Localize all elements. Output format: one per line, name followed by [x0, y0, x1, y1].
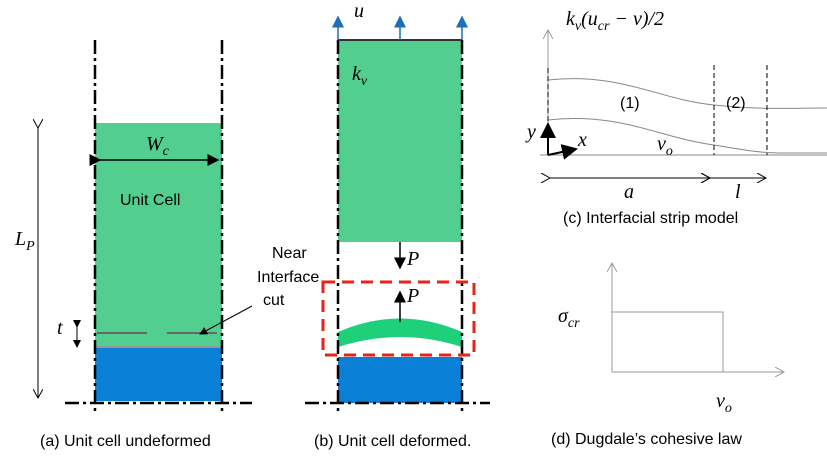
cut-label: cut [263, 292, 285, 309]
caption: (b) Unit cell deformed. [314, 433, 471, 450]
substrate [95, 348, 222, 401]
figure: Wc LP t Unit Cell Near Interface cut (a)… [0, 0, 827, 456]
thickness-label: t [57, 317, 63, 339]
unit-cell [95, 123, 222, 346]
region-label: (1) [620, 95, 640, 112]
x-label: x [577, 129, 587, 151]
substrate [338, 357, 462, 403]
label-part: v [657, 133, 666, 155]
label-part: cr [598, 19, 610, 34]
caption: (d) Dugdale’s cohesive law [551, 431, 742, 448]
label-part: cr [568, 316, 580, 331]
length-label: a [624, 181, 634, 203]
label-part: v [716, 390, 725, 412]
displacement-label: u [354, 0, 364, 22]
panel-c: kv(ucr − v)/2 (1) (2) y x vo a l (c) Int… [525, 8, 827, 227]
caption: (a) Unit cell undeformed [40, 433, 211, 450]
opening-label: vo [716, 390, 732, 416]
caption: (c) Interfacial strip model [563, 210, 738, 227]
label-part: v [361, 74, 368, 89]
load-label: P [406, 285, 419, 307]
load-label: P [406, 248, 419, 270]
stress-label: σcr [558, 305, 580, 331]
cell-label: Unit Cell [120, 192, 180, 209]
label-part: o [666, 144, 673, 159]
cut-label: Interface [257, 269, 319, 286]
length-label: LP [14, 228, 35, 254]
panel-b: u kv P P (b) Unit cell deformed. [305, 0, 490, 450]
label-part: o [725, 401, 732, 416]
cut-label: Near [272, 245, 307, 262]
label-part: P [25, 239, 35, 254]
label-part: − v)/2 [609, 8, 664, 30]
panel-d: σcr vo (d) Dugdale’s cohesive law [551, 263, 784, 448]
label-part: L [14, 228, 26, 250]
deformed-strip [338, 319, 462, 348]
label-part: c [163, 144, 170, 159]
y-label: y [525, 121, 536, 143]
region-label: (2) [726, 95, 746, 112]
panel-a: Wc LP t Unit Cell Near Interface cut (a)… [14, 40, 319, 450]
strip-title: kv(ucr − v)/2 [566, 8, 664, 34]
label-part: (u [581, 8, 598, 30]
length-label: l [735, 181, 741, 203]
